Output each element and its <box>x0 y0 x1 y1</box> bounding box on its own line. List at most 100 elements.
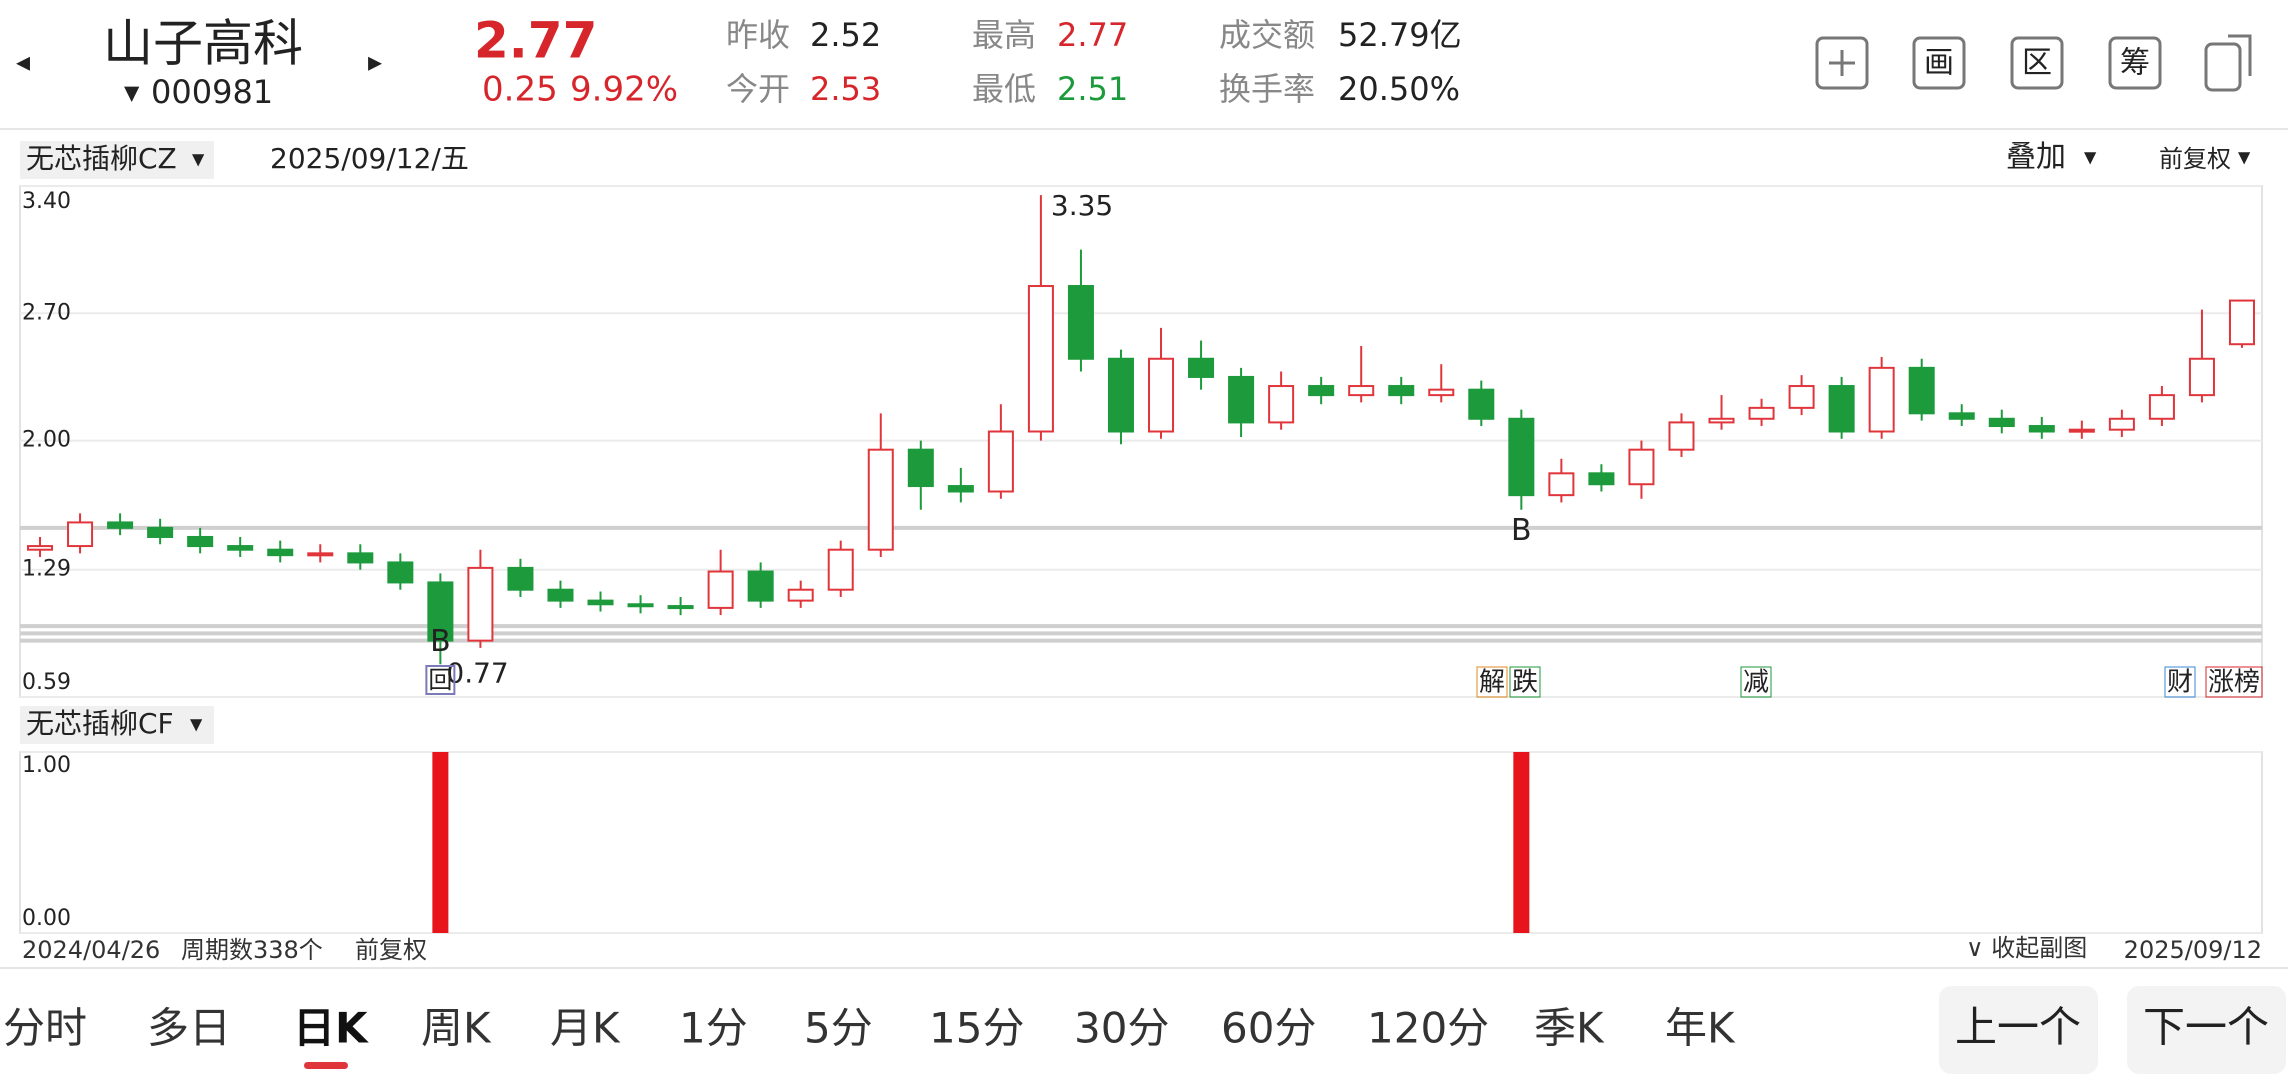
overlay-button[interactable]: 叠加 <box>2006 140 2066 175</box>
next-button-bg[interactable] <box>2127 986 2286 1074</box>
period-tab[interactable]: 120分 <box>1367 1004 1489 1053</box>
stock-code: 000981 <box>151 73 273 111</box>
period-tab[interactable]: 月K <box>550 1004 621 1053</box>
plot-frame <box>19 751 2263 934</box>
change: 0.25 <box>482 70 558 110</box>
stock-name: 山子高科 <box>103 15 303 73</box>
start-date: 2024/04/26 <box>22 936 160 964</box>
candle-body <box>507 566 534 591</box>
prev-arrow[interactable]: ◂ <box>16 45 30 78</box>
stat-label: 成交额 <box>1219 16 1315 54</box>
candle-body <box>547 588 574 602</box>
period-tab[interactable]: 1分 <box>679 1004 748 1053</box>
trough-label: 0.77 <box>446 656 508 689</box>
indicator-box[interactable] <box>20 141 214 179</box>
indicator-box[interactable] <box>20 706 214 744</box>
event-tag[interactable]: 财 <box>2167 668 2193 698</box>
indicator-caret: ▼ <box>192 150 205 169</box>
period-tab[interactable]: 15分 <box>929 1004 1024 1053</box>
active-tab-indicator <box>304 1062 348 1069</box>
collapse-button[interactable]: ∨ 收起副图 <box>1966 934 2087 962</box>
range-button[interactable] <box>2010 36 2064 90</box>
prev-button-bg[interactable] <box>1939 986 2098 1074</box>
candle-body <box>1908 366 1935 415</box>
event-tag[interactable]: 减 <box>1743 668 1769 698</box>
candle-body <box>947 485 974 493</box>
signal-bar <box>1513 752 1530 933</box>
revisit-marker: 回 <box>428 666 452 694</box>
switch-button[interactable] <box>2204 42 2242 92</box>
stat-value: 2.52 <box>810 16 881 54</box>
candle-body <box>1628 448 1655 486</box>
candle-body <box>1748 406 1775 420</box>
draw-button[interactable] <box>1912 36 1966 90</box>
candle-body <box>1268 385 1295 424</box>
stat-value: 2.53 <box>810 70 881 108</box>
tool-label: 区 <box>2022 46 2052 81</box>
candle-body <box>1228 375 1255 424</box>
period-tab[interactable]: 多日 <box>147 1004 231 1053</box>
code-caret[interactable]: ▼ <box>124 81 140 105</box>
y-tick-label: 0.59 <box>22 670 71 695</box>
stat-label: 昨收 <box>726 16 790 54</box>
candle-body <box>1388 385 1415 397</box>
indicator-name: 无芯插柳CZ <box>26 142 177 175</box>
period-tab[interactable]: 5分 <box>804 1004 873 1053</box>
candle-body <box>1708 417 1735 424</box>
candle-body <box>627 603 654 608</box>
sub-indicator-name: 无芯插柳CF <box>26 707 174 740</box>
buy-marker: B <box>430 624 451 659</box>
candle-body <box>307 552 334 557</box>
adjust-mode: 前复权 <box>355 936 427 964</box>
candle-body <box>867 448 894 551</box>
change-pct: 9.92% <box>570 70 678 110</box>
candle-body <box>427 581 454 642</box>
period-tab[interactable]: 季K <box>1534 1004 1605 1053</box>
period-count: 周期数338个 <box>181 936 323 964</box>
candle-body <box>587 599 614 606</box>
chart-date: 2025/09/12/五 <box>270 142 469 175</box>
period-tab[interactable]: 30分 <box>1074 1004 1169 1053</box>
candle-body <box>1668 421 1695 451</box>
event-tags: 解 跌 减 财 涨榜 <box>1476 666 2263 698</box>
candle-body <box>707 570 734 609</box>
candle-body <box>1988 417 2015 428</box>
candle-body <box>747 570 774 602</box>
switch-glyph <box>2228 34 2252 76</box>
candle-body <box>1148 357 1175 433</box>
tag-box <box>2205 666 2263 698</box>
next-arrow[interactable]: ▸ <box>368 45 382 78</box>
candle-body <box>1508 417 1535 497</box>
tag-box <box>1476 666 1508 698</box>
event-tag[interactable]: 解 <box>1479 668 1505 698</box>
revisit-box <box>425 665 456 695</box>
candle-body <box>467 566 494 642</box>
stat-label: 最低 <box>972 70 1036 108</box>
period-tab[interactable]: 年K <box>1665 1004 1736 1053</box>
candle-body <box>67 521 94 548</box>
period-tab[interactable]: 分时 <box>3 1004 87 1053</box>
adjust-caret: ▼ <box>2238 148 2251 167</box>
period-tab[interactable]: 周K <box>421 1004 492 1053</box>
add-button[interactable] <box>1815 36 1869 90</box>
candle-body <box>1948 412 1975 420</box>
candle-body <box>147 526 174 538</box>
chip-button[interactable] <box>2108 36 2162 90</box>
candle-body <box>1428 388 1455 397</box>
signal-bar <box>432 752 449 933</box>
event-tag[interactable]: 涨榜 <box>2208 668 2260 698</box>
event-tag[interactable]: 跌 <box>1512 668 1538 698</box>
y-tick-label: 1.00 <box>22 753 71 778</box>
stat-label: 最高 <box>972 16 1036 54</box>
stat-label: 换手率 <box>1219 70 1315 108</box>
period-tab[interactable]: 日K <box>293 1004 369 1053</box>
period-tab[interactable]: 60分 <box>1221 1004 1316 1053</box>
tag-box <box>2164 666 2196 698</box>
candle-body <box>2028 425 2055 433</box>
candle-body <box>2068 428 2095 433</box>
prev-button[interactable]: 上一个 <box>1955 1003 2081 1052</box>
y-tick-label: 2.70 <box>22 300 71 325</box>
adjust-button[interactable]: 前复权 <box>2159 145 2231 173</box>
candle-body <box>1067 285 1094 360</box>
next-button[interactable]: 下一个 <box>2143 1003 2269 1052</box>
